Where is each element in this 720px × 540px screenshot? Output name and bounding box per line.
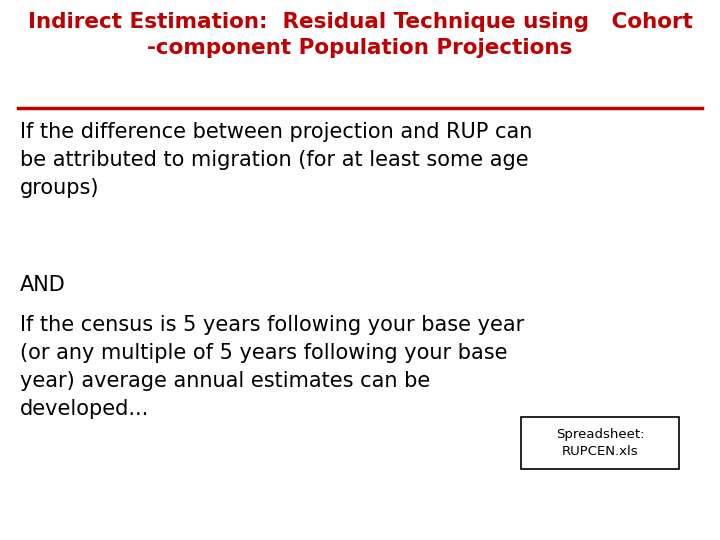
Text: AND: AND [20,275,66,295]
Text: If the difference between projection and RUP can
be attributed to migration (for: If the difference between projection and… [20,122,532,198]
Text: If the census is 5 years following your base year
(or any multiple of 5 years fo: If the census is 5 years following your … [20,315,524,419]
FancyBboxPatch shape [521,417,679,469]
Text: Indirect Estimation:  Residual Technique using   Cohort
-component Population Pr: Indirect Estimation: Residual Technique … [27,12,693,58]
Text: Spreadsheet:
RUPCEN.xls: Spreadsheet: RUPCEN.xls [556,428,644,458]
